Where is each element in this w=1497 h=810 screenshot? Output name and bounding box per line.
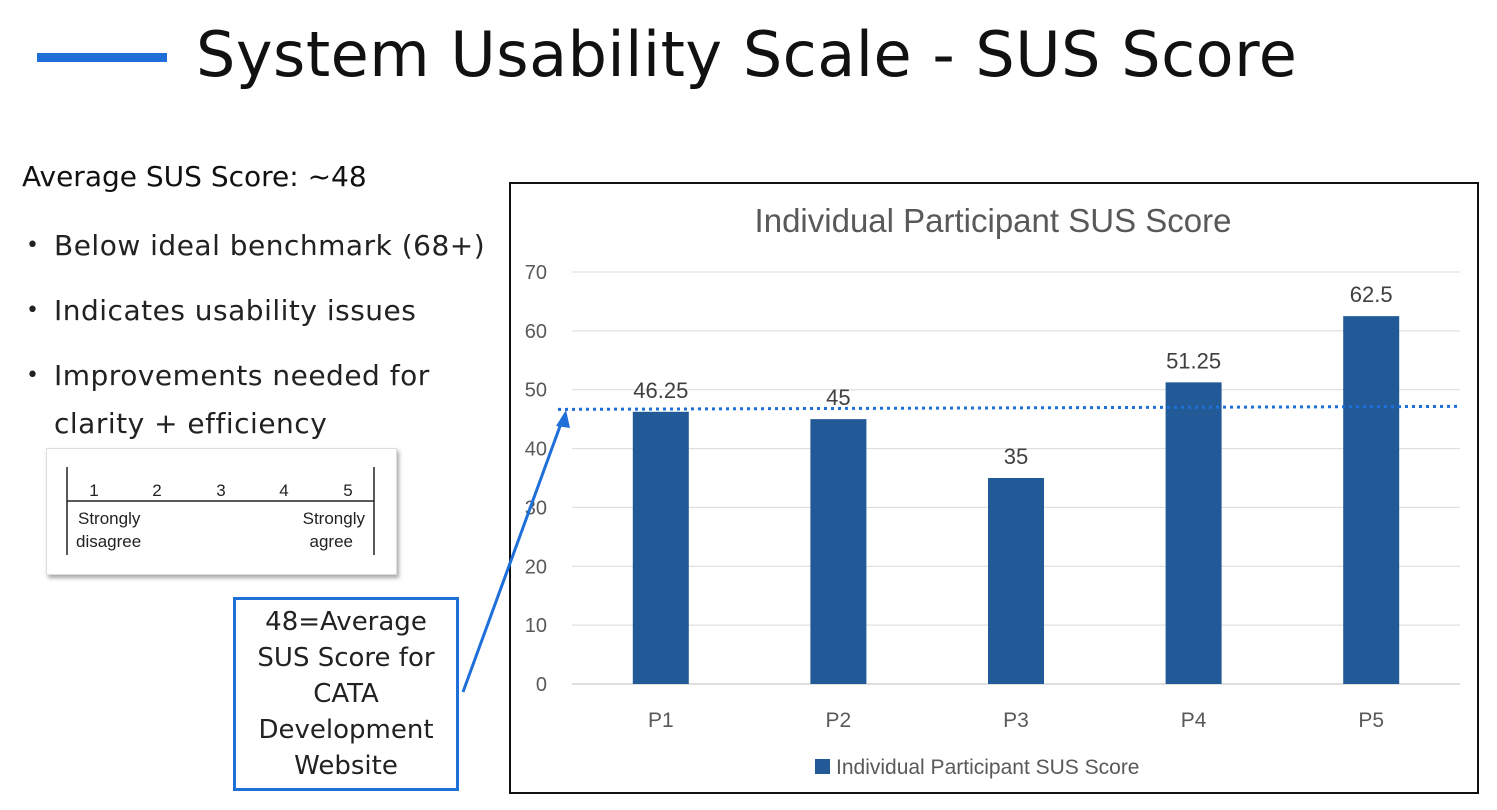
scale-point: 1 — [89, 481, 98, 500]
scale-point: 2 — [152, 481, 161, 500]
callout-text: 48=Average SUS Score for CATA Developmen… — [257, 607, 435, 781]
bullet-dot-icon: • — [26, 233, 40, 258]
bullet-item: • Below ideal benchmark (68+) — [22, 222, 502, 270]
scale-point: 5 — [343, 481, 352, 500]
title-accent-bar — [37, 53, 167, 62]
bullet-item: • Improvements needed for clarity + effic… — [22, 352, 502, 448]
scale-low-label: disagree — [76, 532, 141, 551]
scale-point: 3 — [216, 481, 225, 500]
likert-scale-graphic: 1 2 3 4 5 Strongly disagree Strongly agr… — [66, 467, 375, 555]
average-score-heading: Average SUS Score: ~48 — [22, 160, 367, 193]
slide-title: System Usability Scale - SUS Score — [196, 18, 1298, 91]
bullet-list: • Below ideal benchmark (68+) • Indicates … — [22, 222, 502, 465]
bullet-item: • Indicates usability issues — [22, 287, 502, 335]
likert-scale-card: 1 2 3 4 5 Strongly disagree Strongly agr… — [46, 448, 397, 575]
chart-frame — [509, 182, 1479, 794]
bullet-text: Improvements needed for clarity + effici… — [54, 359, 430, 440]
bullet-text: Below ideal benchmark (68+) — [54, 229, 486, 262]
bullet-dot-icon: • — [26, 363, 40, 388]
scale-high-label: agree — [310, 532, 353, 551]
average-callout-box: 48=Average SUS Score for CATA Developmen… — [233, 597, 459, 791]
scale-point: 4 — [279, 481, 288, 500]
scale-high-label: Strongly — [303, 509, 366, 528]
bullet-dot-icon: • — [26, 298, 40, 323]
scale-low-label: Strongly — [78, 509, 141, 528]
bullet-text: Indicates usability issues — [54, 294, 417, 327]
